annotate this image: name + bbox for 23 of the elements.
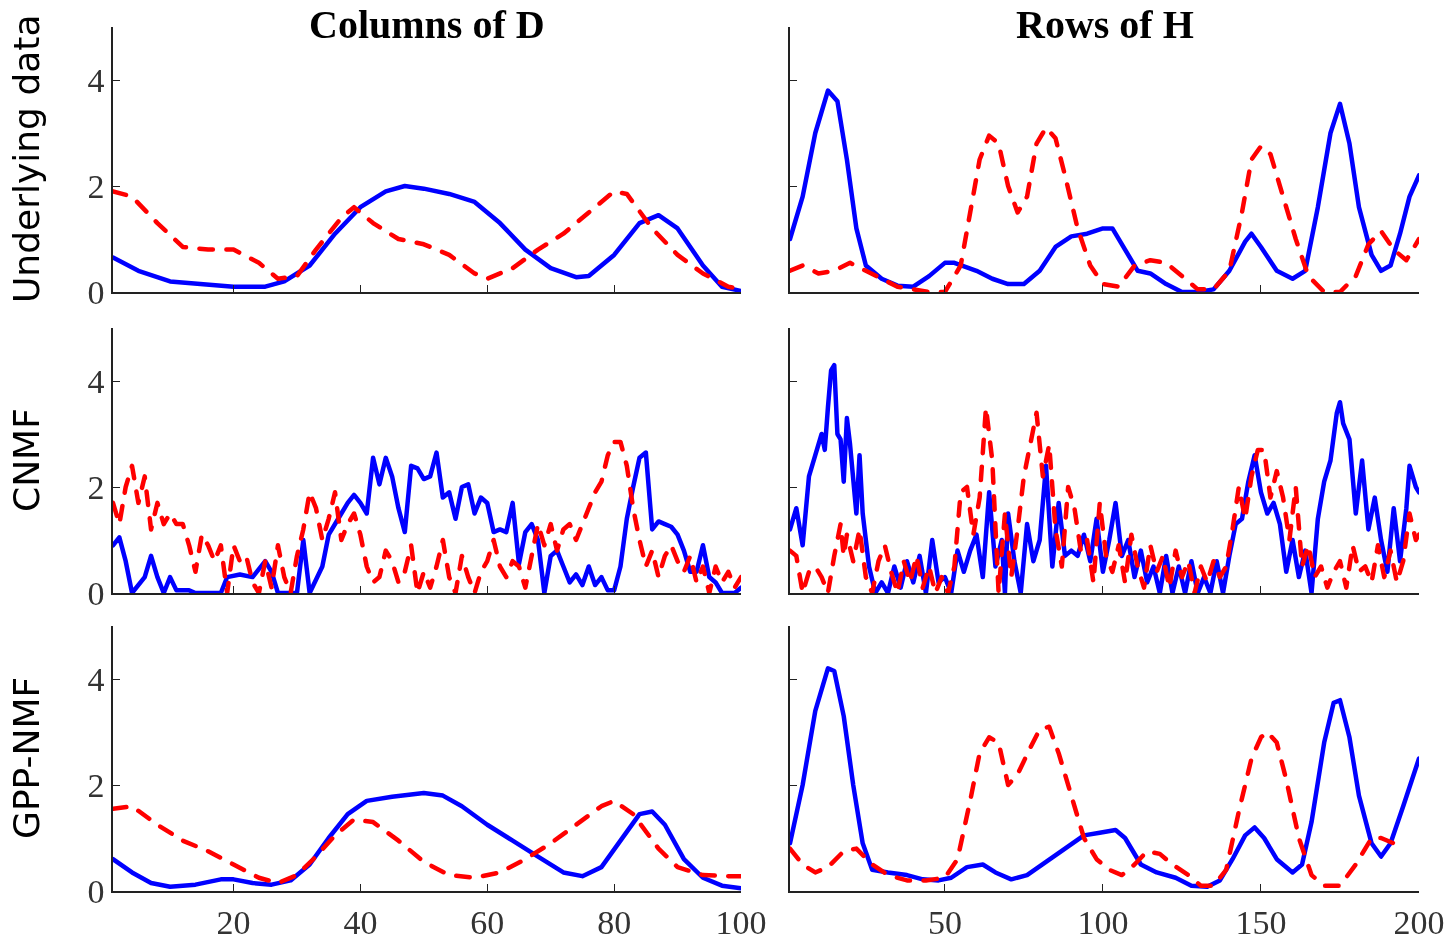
y-tick-label: 0 (87, 872, 105, 910)
y-tick-label: 0 (87, 273, 105, 311)
x-tick-label: 50 (927, 903, 962, 941)
x-tick-label: 200 (1393, 903, 1445, 941)
x-tick-label: 100 (1077, 903, 1129, 941)
x-tick-label: 40 (343, 903, 378, 941)
y-axis-title: Underlying data (6, 14, 47, 303)
y-axis-title: GPP-NMF (6, 676, 47, 839)
y-axis-title: CNMF (6, 408, 47, 512)
y-tick-label: 4 (87, 660, 105, 698)
x-tick-label: 100 (715, 903, 767, 941)
x-tick-label: 150 (1235, 903, 1287, 941)
x-tick-label: 80 (597, 903, 632, 941)
y-tick-label: 0 (87, 574, 105, 612)
y-tick-label: 4 (87, 362, 105, 400)
chart-title: Columns of D (309, 2, 545, 47)
y-tick-label: 2 (87, 468, 105, 506)
chart-title: Rows of H (1016, 2, 1194, 47)
x-tick-label: 20 (216, 903, 251, 941)
y-tick-label: 2 (87, 766, 105, 804)
x-tick-label: 60 (470, 903, 505, 941)
y-tick-label: 2 (87, 167, 105, 205)
y-tick-label: 4 (87, 61, 105, 99)
